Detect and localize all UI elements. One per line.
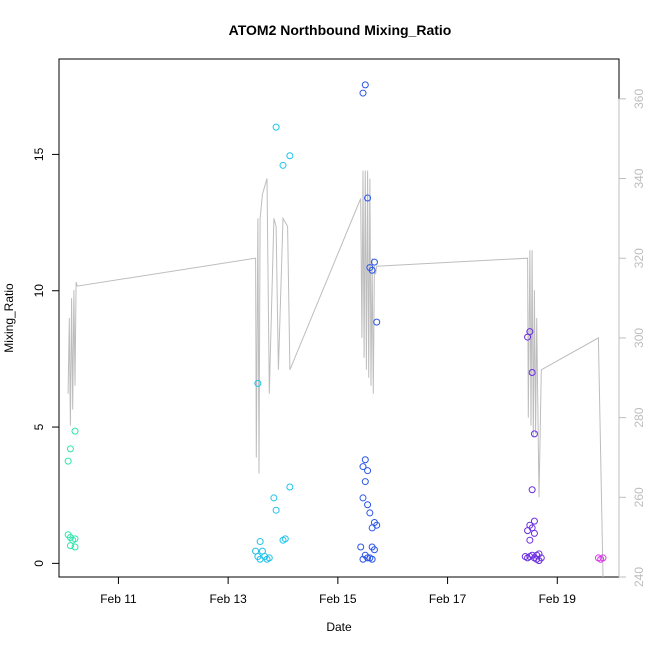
x-axis: Feb 11 Feb 13 Feb 15 Feb 17 Feb 19 [100, 576, 577, 606]
data-point [272, 506, 280, 514]
data-point [71, 427, 79, 435]
y2-tick-label: 260 [632, 487, 646, 507]
data-point [361, 456, 369, 464]
data-point [364, 194, 372, 202]
y2-tick-label: 340 [632, 168, 646, 188]
chart-title: ATOM2 Northbound Mixing_Ratio [229, 22, 452, 38]
x-tick-label: Feb 15 [319, 592, 357, 606]
data-point [256, 555, 264, 563]
x-tick-label: Feb 13 [209, 592, 247, 606]
data-point [361, 81, 369, 89]
y2-tick-label: 320 [632, 248, 646, 268]
data-point [370, 546, 378, 554]
data-point [66, 542, 74, 550]
data-point [364, 501, 372, 509]
data-point [537, 554, 545, 562]
data-point [279, 536, 287, 544]
y-tick-label: 5 [32, 423, 46, 430]
y-tick-label: 10 [32, 284, 46, 298]
data-point [71, 535, 79, 543]
points-layer [64, 81, 607, 565]
x-tick-label: Feb 19 [539, 592, 577, 606]
x-axis-label: Date [326, 620, 352, 634]
data-point [530, 517, 538, 525]
data-point [528, 486, 536, 494]
data-point [370, 258, 378, 266]
line-layer [67, 170, 604, 578]
y-tick-label: 15 [32, 147, 46, 161]
data-point [530, 430, 538, 438]
data-point [357, 543, 365, 551]
data-point [359, 89, 367, 97]
data-point [359, 555, 367, 563]
data-point [286, 483, 294, 491]
x-tick-label: Feb 11 [100, 592, 137, 606]
y2-tick-label: 360 [632, 89, 646, 109]
data-point [286, 152, 294, 160]
data-point [368, 266, 376, 274]
data-point [359, 494, 367, 502]
data-point [364, 554, 372, 562]
data-point [530, 529, 538, 537]
data-point [373, 318, 381, 326]
data-point [64, 457, 72, 465]
data-point [366, 509, 374, 517]
data-point [526, 328, 534, 336]
data-point [524, 527, 532, 535]
data-point [279, 161, 287, 169]
y-axis-label: Mixing_Ratio [2, 283, 16, 353]
data-point [272, 123, 280, 131]
y2-tick-label: 280 [632, 407, 646, 427]
data-point [256, 538, 264, 546]
y2-tick-label: 300 [632, 328, 646, 348]
y-tick-label: 0 [32, 560, 46, 567]
x-tick-label: Feb 17 [429, 592, 467, 606]
data-point [263, 555, 271, 563]
data-point [368, 524, 376, 532]
data-point [71, 543, 79, 551]
data-point [599, 554, 607, 562]
data-point [528, 369, 536, 377]
data-point [361, 478, 369, 486]
y2-axis: 240 260 280 300 320 340 360 [618, 89, 646, 587]
y-axis: 0 5 10 15 [32, 147, 60, 567]
data-point [368, 555, 376, 563]
data-point [526, 536, 534, 544]
data-point [254, 379, 262, 387]
y2-tick-label: 240 [632, 567, 646, 587]
data-point [270, 494, 278, 502]
data-point [359, 463, 367, 471]
data-point [66, 445, 74, 453]
data-point [364, 467, 372, 475]
secondary-line [67, 170, 604, 578]
